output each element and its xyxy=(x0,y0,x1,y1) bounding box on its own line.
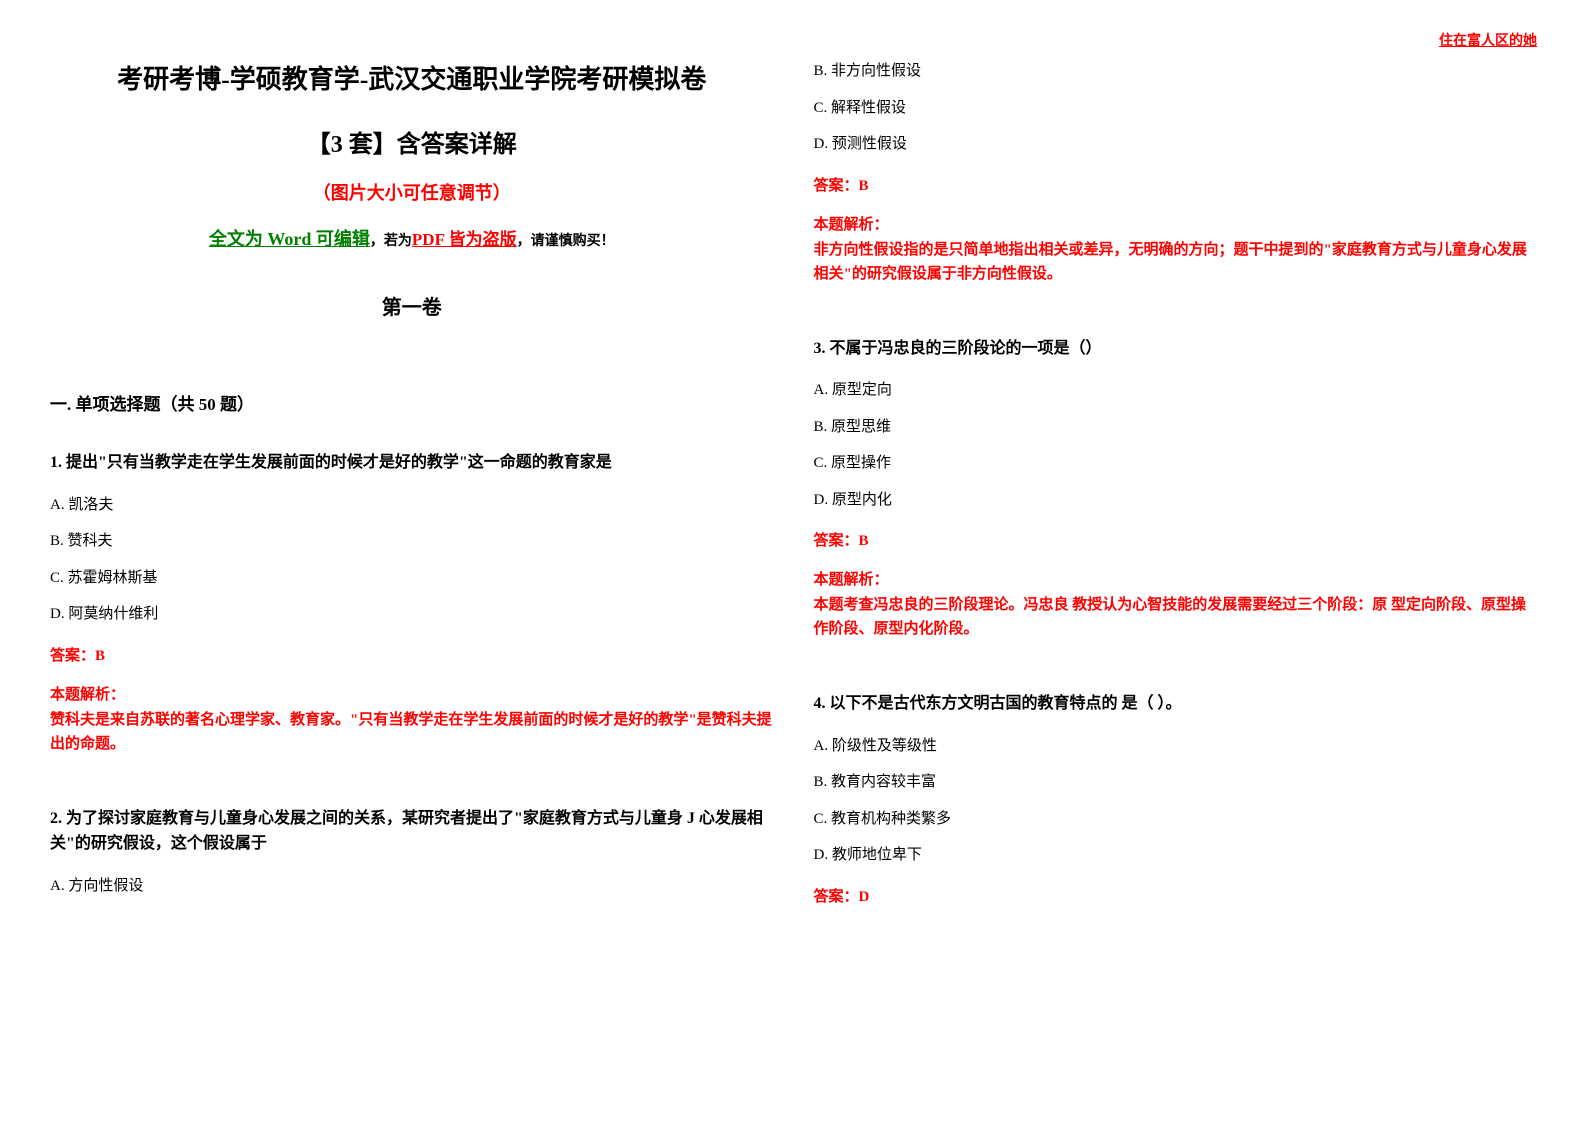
q1-answer: 答案：B xyxy=(50,644,774,665)
q3-option-b: B. 原型思维 xyxy=(814,416,1538,439)
q1-analysis-label: 本题解析： xyxy=(50,683,774,704)
q1-option-d: D. 阿莫纳什维利 xyxy=(50,603,774,626)
q4-text: 4. 以下不是古代东方文明古国的教育特点的 是（ ）。 xyxy=(814,691,1538,717)
q3-answer: 答案：B xyxy=(814,529,1538,550)
notice-suffix: ，请谨慎购买！ xyxy=(517,234,615,249)
q3-option-a: A. 原型定向 xyxy=(814,379,1538,402)
q3-analysis: 本题考查冯忠良的三阶段理论。冯忠良 教授认为心智技能的发展需要经过三个阶段：原 … xyxy=(814,593,1538,641)
q2-option-b: B. 非方向性假设 xyxy=(814,60,1538,83)
q1-option-c: C. 苏霍姆林斯基 xyxy=(50,567,774,590)
q1-option-a: A. 凯洛夫 xyxy=(50,494,774,517)
q4-option-d: D. 教师地位卑下 xyxy=(814,844,1538,867)
q1-option-b: B. 赞科夫 xyxy=(50,530,774,553)
right-column: B. 非方向性假设 C. 解释性假设 D. 预测性假设 答案：B 本题解析： 非… xyxy=(814,60,1538,956)
doc-note: （图片大小可任意调节） xyxy=(50,179,774,205)
q4-option-b: B. 教育内容较丰富 xyxy=(814,771,1538,794)
q2-analysis: 非方向性假设指的是只简单地指出相关或差异，无明确的方向；题干中提到的"家庭教育方… xyxy=(814,238,1538,286)
notice-mid: ，若为 xyxy=(370,234,412,249)
section-heading: 一. 单项选择题（共 50 题） xyxy=(50,390,774,415)
q3-analysis-label: 本题解析： xyxy=(814,568,1538,589)
q3-option-c: C. 原型操作 xyxy=(814,452,1538,475)
q2-answer: 答案：B xyxy=(814,174,1538,195)
left-column: 考研考博-学硕教育学-武汉交通职业学院考研模拟卷 【3 套】含答案详解 （图片大… xyxy=(50,60,774,956)
q4-answer: 答案：D xyxy=(814,885,1538,906)
word-editable-text: 全文为 Word 可编辑 xyxy=(209,229,370,249)
pdf-pirate-text: PDF 皆为盗版 xyxy=(412,230,517,249)
editable-notice: 全文为 Word 可编辑，若为PDF 皆为盗版，请谨慎购买！ xyxy=(50,225,774,251)
q3-text: 3. 不属于冯忠良的三阶段论的一项是（） xyxy=(814,336,1538,362)
question-4: 4. 以下不是古代东方文明古国的教育特点的 是（ ）。 A. 阶级性及等级性 B… xyxy=(814,691,1538,906)
q3-option-d: D. 原型内化 xyxy=(814,489,1538,512)
q2-option-a: A. 方向性假设 xyxy=(50,875,774,898)
q2-option-d: D. 预测性假设 xyxy=(814,133,1538,156)
q4-option-a: A. 阶级性及等级性 xyxy=(814,735,1538,758)
question-1: 1. 提出"只有当教学走在学生发展前面的时候才是好的教学"这一命题的教育家是 A… xyxy=(50,450,774,756)
question-3: 3. 不属于冯忠良的三阶段论的一项是（） A. 原型定向 B. 原型思维 C. … xyxy=(814,336,1538,642)
q4-option-c: C. 教育机构种类繁多 xyxy=(814,808,1538,831)
question-2-start: 2. 为了探讨家庭教育与儿童身心发展之间的关系，某研究者提出了"家庭教育方式与儿… xyxy=(50,806,774,898)
q2-text: 2. 为了探讨家庭教育与儿童身心发展之间的关系，某研究者提出了"家庭教育方式与儿… xyxy=(50,806,774,857)
q1-text: 1. 提出"只有当教学走在学生发展前面的时候才是好的教学"这一命题的教育家是 xyxy=(50,450,774,476)
q2-option-c: C. 解释性假设 xyxy=(814,97,1538,120)
q1-analysis: 赞科夫是来自苏联的著名心理学家、教育家。"只有当教学走在学生发展前面的时候才是好… xyxy=(50,708,774,756)
question-2-cont: B. 非方向性假设 C. 解释性假设 D. 预测性假设 答案：B 本题解析： 非… xyxy=(814,60,1538,286)
doc-subtitle: 【3 套】含答案详解 xyxy=(50,124,774,159)
header-watermark: 住在富人区的她 xyxy=(1439,30,1537,50)
two-column-layout: 考研考博-学硕教育学-武汉交通职业学院考研模拟卷 【3 套】含答案详解 （图片大… xyxy=(50,60,1537,956)
volume-heading: 第一卷 xyxy=(50,291,774,320)
doc-title: 考研考博-学硕教育学-武汉交通职业学院考研模拟卷 xyxy=(50,60,774,99)
q2-analysis-label: 本题解析： xyxy=(814,213,1538,234)
